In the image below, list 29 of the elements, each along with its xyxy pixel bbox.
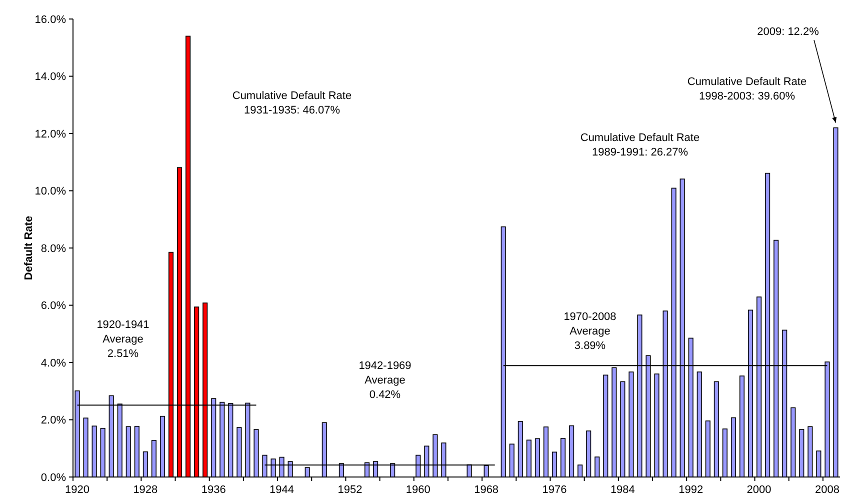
- x-tick-label: 1960: [406, 484, 430, 496]
- x-tick-label: 2008: [814, 484, 840, 496]
- x-tick-label: 1984: [610, 484, 635, 496]
- y-tick-label: 2.0%: [40, 414, 66, 427]
- x-tick-label: 1992: [678, 484, 704, 496]
- x-tick-label: 1976: [542, 484, 567, 496]
- y-tick-label: 10.0%: [34, 186, 66, 198]
- y-tick-label: 8.0%: [40, 242, 66, 255]
- annotation: 1942-1969 Average 0.42%: [358, 360, 412, 401]
- annotation: Cumulative Default Rate 1931-1935: 46.07%: [232, 90, 352, 116]
- annotation: Cumulative Default Rate 1989-1991: 26.27%: [580, 132, 700, 158]
- annotation: 1970-2008 Average 3.89%: [564, 311, 616, 352]
- annotation: 2009: 12.2%: [757, 26, 820, 38]
- x-tick-label: 1944: [270, 484, 294, 496]
- x-tick-label: 2000: [746, 484, 772, 496]
- x-tick-label: 1920: [65, 484, 90, 496]
- y-tick-label: 6.0%: [40, 300, 66, 312]
- x-tick-label: 1968: [474, 484, 499, 496]
- x-tick-label: 1952: [338, 484, 362, 496]
- y-tick-label: 14.0%: [34, 71, 66, 84]
- y-tick-label: 16.0%: [34, 14, 66, 26]
- y-tick-label: 12.0%: [34, 128, 66, 140]
- annotation: Cumulative Default Rate 1998-2003: 39.60%: [687, 76, 807, 102]
- x-tick-label: 1936: [201, 484, 226, 496]
- y-tick-label: 0.0%: [40, 472, 66, 484]
- x-tick-label: 1928: [133, 484, 158, 496]
- y-axis-title: Default Rate: [23, 216, 35, 280]
- annotation: 1920-1941 Average 2.51%: [96, 319, 150, 360]
- y-tick-label: 4.0%: [40, 357, 66, 370]
